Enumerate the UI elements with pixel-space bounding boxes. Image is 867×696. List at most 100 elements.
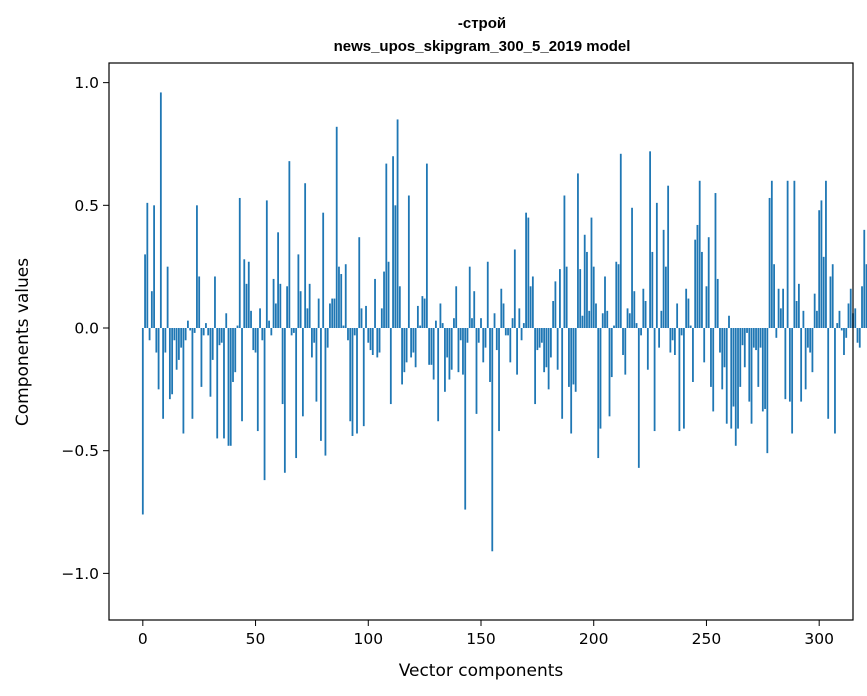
bar	[529, 286, 532, 328]
x-axis-ticks: 0 50 100 150 200 250 300	[138, 620, 834, 648]
bar	[577, 173, 579, 329]
bar	[755, 328, 757, 351]
bar	[782, 288, 785, 328]
bar	[561, 328, 564, 419]
bar	[568, 328, 570, 387]
bar	[383, 271, 385, 329]
bar	[770, 180, 773, 328]
bar	[545, 328, 548, 368]
bar	[651, 251, 654, 329]
bar	[374, 278, 376, 328]
bar	[552, 301, 555, 328]
bar	[164, 328, 167, 353]
bar	[288, 161, 291, 328]
bar	[435, 320, 437, 328]
bar	[144, 254, 146, 328]
bar	[723, 328, 726, 368]
bar	[423, 298, 426, 328]
bar	[342, 325, 345, 328]
bar	[534, 328, 537, 405]
bar	[739, 328, 742, 387]
bar	[836, 323, 839, 329]
bar	[793, 180, 796, 328]
bar	[610, 328, 613, 378]
bar	[511, 318, 514, 328]
bar	[667, 185, 670, 329]
bar	[642, 288, 645, 328]
y-axis-label: Components values	[13, 258, 33, 426]
bar	[401, 328, 403, 385]
bar	[191, 328, 194, 419]
bar	[468, 266, 471, 328]
bar	[626, 308, 629, 328]
bar	[773, 264, 775, 329]
bar	[331, 298, 334, 328]
bar	[482, 328, 485, 363]
bar	[491, 328, 494, 552]
bar	[297, 254, 300, 328]
bar	[196, 205, 198, 329]
bar	[795, 301, 798, 328]
y-axis-ticks: −1.0 −0.5 0.0 0.5 1.0	[61, 74, 109, 583]
bar	[683, 328, 685, 429]
bar	[574, 328, 577, 392]
bar	[714, 193, 717, 329]
bar	[599, 328, 602, 429]
bar	[425, 163, 428, 328]
bar	[692, 328, 694, 382]
bar	[277, 232, 279, 329]
bar	[863, 229, 866, 328]
bar	[396, 119, 399, 329]
bar	[200, 328, 203, 387]
bar	[843, 328, 845, 355]
bar	[831, 264, 834, 329]
bar	[622, 328, 624, 355]
bar	[292, 328, 295, 333]
bar	[486, 261, 489, 328]
bar	[764, 328, 766, 409]
bar	[592, 266, 595, 328]
bar	[227, 328, 230, 446]
bar	[444, 328, 446, 392]
bar	[475, 328, 478, 414]
bar	[856, 328, 859, 343]
bar	[437, 328, 440, 422]
bar	[279, 283, 282, 329]
bar	[416, 305, 419, 328]
bar	[658, 328, 661, 348]
bar	[559, 269, 561, 328]
bar	[498, 328, 500, 432]
bar	[570, 328, 573, 434]
bar	[317, 298, 320, 328]
plot-frame	[108, 62, 854, 621]
x-tick-label: 300	[804, 630, 834, 648]
bar	[509, 328, 512, 363]
bar	[579, 269, 582, 328]
bar	[207, 328, 210, 336]
bar	[734, 328, 737, 446]
chart-title-line1: -строй	[458, 15, 506, 32]
bar	[737, 328, 739, 429]
bar	[173, 328, 176, 341]
bar	[428, 328, 431, 365]
bar	[398, 286, 401, 328]
bar	[653, 328, 656, 432]
bar	[353, 328, 356, 336]
bar	[362, 328, 365, 427]
bar	[507, 328, 509, 336]
bar	[459, 328, 462, 341]
bar	[182, 328, 185, 434]
bar	[680, 328, 683, 336]
bar	[540, 328, 543, 343]
bar	[220, 328, 223, 343]
y-tick-label: 0.5	[74, 197, 99, 215]
bar	[746, 328, 748, 333]
bar	[283, 328, 286, 473]
bar	[777, 288, 780, 328]
bar	[299, 291, 302, 329]
bar	[759, 328, 762, 348]
bar	[707, 237, 710, 329]
bar	[705, 286, 708, 328]
bar	[556, 328, 559, 370]
